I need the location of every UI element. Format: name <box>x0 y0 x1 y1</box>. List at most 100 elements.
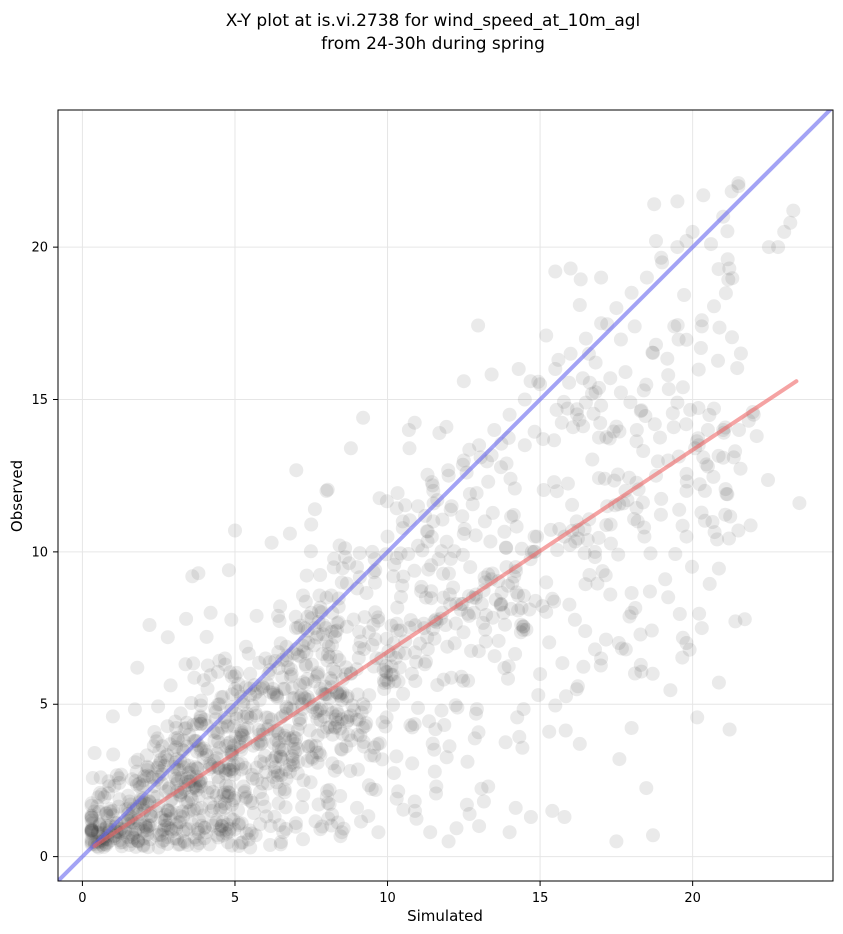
data-point <box>290 766 305 781</box>
data-point <box>286 730 301 745</box>
data-point <box>307 621 322 636</box>
data-point <box>150 760 165 775</box>
data-point <box>381 675 396 690</box>
data-point <box>276 825 291 840</box>
data-point <box>456 453 471 468</box>
data-point <box>498 540 513 555</box>
data-point <box>405 720 420 735</box>
data-point <box>214 818 229 833</box>
data-point <box>679 466 694 481</box>
data-point <box>84 821 99 836</box>
data-point <box>494 460 508 475</box>
data-point <box>624 605 639 620</box>
data-point <box>211 734 226 749</box>
data-point <box>161 803 176 818</box>
data-point <box>317 709 332 724</box>
data-point <box>692 606 707 621</box>
data-point <box>363 748 378 763</box>
data-point <box>193 743 208 758</box>
data-point <box>428 722 443 737</box>
data-point <box>219 778 234 793</box>
data-point <box>208 704 223 719</box>
reference-line <box>58 110 833 881</box>
data-point <box>245 698 260 713</box>
data-point <box>226 758 241 773</box>
data-point <box>379 672 394 687</box>
data-point <box>211 726 226 741</box>
data-point <box>161 821 176 835</box>
data-point <box>622 470 637 485</box>
data-point <box>474 597 489 611</box>
data-point <box>130 833 145 848</box>
data-point <box>668 547 683 561</box>
data-point <box>580 533 595 547</box>
data-point <box>321 639 336 654</box>
data-point <box>539 575 554 590</box>
data-point <box>350 800 364 815</box>
data-point <box>498 617 512 632</box>
data-point <box>599 430 614 445</box>
data-point <box>189 832 204 847</box>
data-point <box>441 468 456 483</box>
data-point <box>356 410 371 425</box>
data-point <box>481 567 496 582</box>
data-point <box>592 471 606 486</box>
data-point <box>186 656 201 671</box>
data-point <box>365 638 380 653</box>
data-point <box>329 703 344 718</box>
data-point <box>228 682 242 696</box>
data-point <box>136 824 151 839</box>
data-point <box>184 696 199 710</box>
data-point <box>436 672 451 687</box>
data-point <box>513 625 528 640</box>
data-point <box>654 250 669 265</box>
data-point <box>733 461 748 476</box>
data-point <box>245 796 260 810</box>
data-point <box>321 811 336 826</box>
data-point <box>570 531 585 546</box>
data-point <box>249 760 264 775</box>
data-point <box>509 519 524 534</box>
data-point <box>457 522 472 536</box>
data-point <box>84 826 99 841</box>
data-point <box>123 797 138 812</box>
data-point <box>181 822 196 837</box>
data-point <box>691 362 706 377</box>
data-point <box>293 649 307 664</box>
data-point <box>179 721 194 735</box>
data-point <box>633 627 648 642</box>
data-point <box>223 811 238 826</box>
data-point <box>296 832 310 847</box>
data-point <box>177 721 192 736</box>
data-point <box>722 531 736 546</box>
data-point <box>214 800 229 815</box>
data-point <box>304 605 319 620</box>
chart-subtitle: from 24-30h during spring <box>321 34 545 54</box>
data-point <box>155 739 170 754</box>
data-point <box>516 622 531 637</box>
data-point <box>408 645 422 660</box>
data-point <box>271 740 286 755</box>
data-point <box>459 797 474 812</box>
data-point <box>462 807 477 821</box>
data-point <box>613 332 628 347</box>
data-point <box>618 642 633 657</box>
data-point <box>409 654 424 669</box>
data-point <box>315 647 330 661</box>
data-point <box>335 726 350 741</box>
data-point <box>103 802 118 817</box>
data-point <box>590 576 605 591</box>
data-point <box>476 794 491 809</box>
data-point <box>468 528 483 543</box>
data-point <box>420 642 435 657</box>
data-point <box>679 417 694 432</box>
data-point <box>279 648 294 663</box>
data-point <box>409 811 424 826</box>
data-point <box>229 711 244 726</box>
data-point <box>671 332 686 347</box>
data-point <box>328 709 343 724</box>
data-point <box>222 762 237 777</box>
data-point <box>157 818 172 833</box>
data-point <box>336 821 351 836</box>
data-point <box>211 774 226 789</box>
